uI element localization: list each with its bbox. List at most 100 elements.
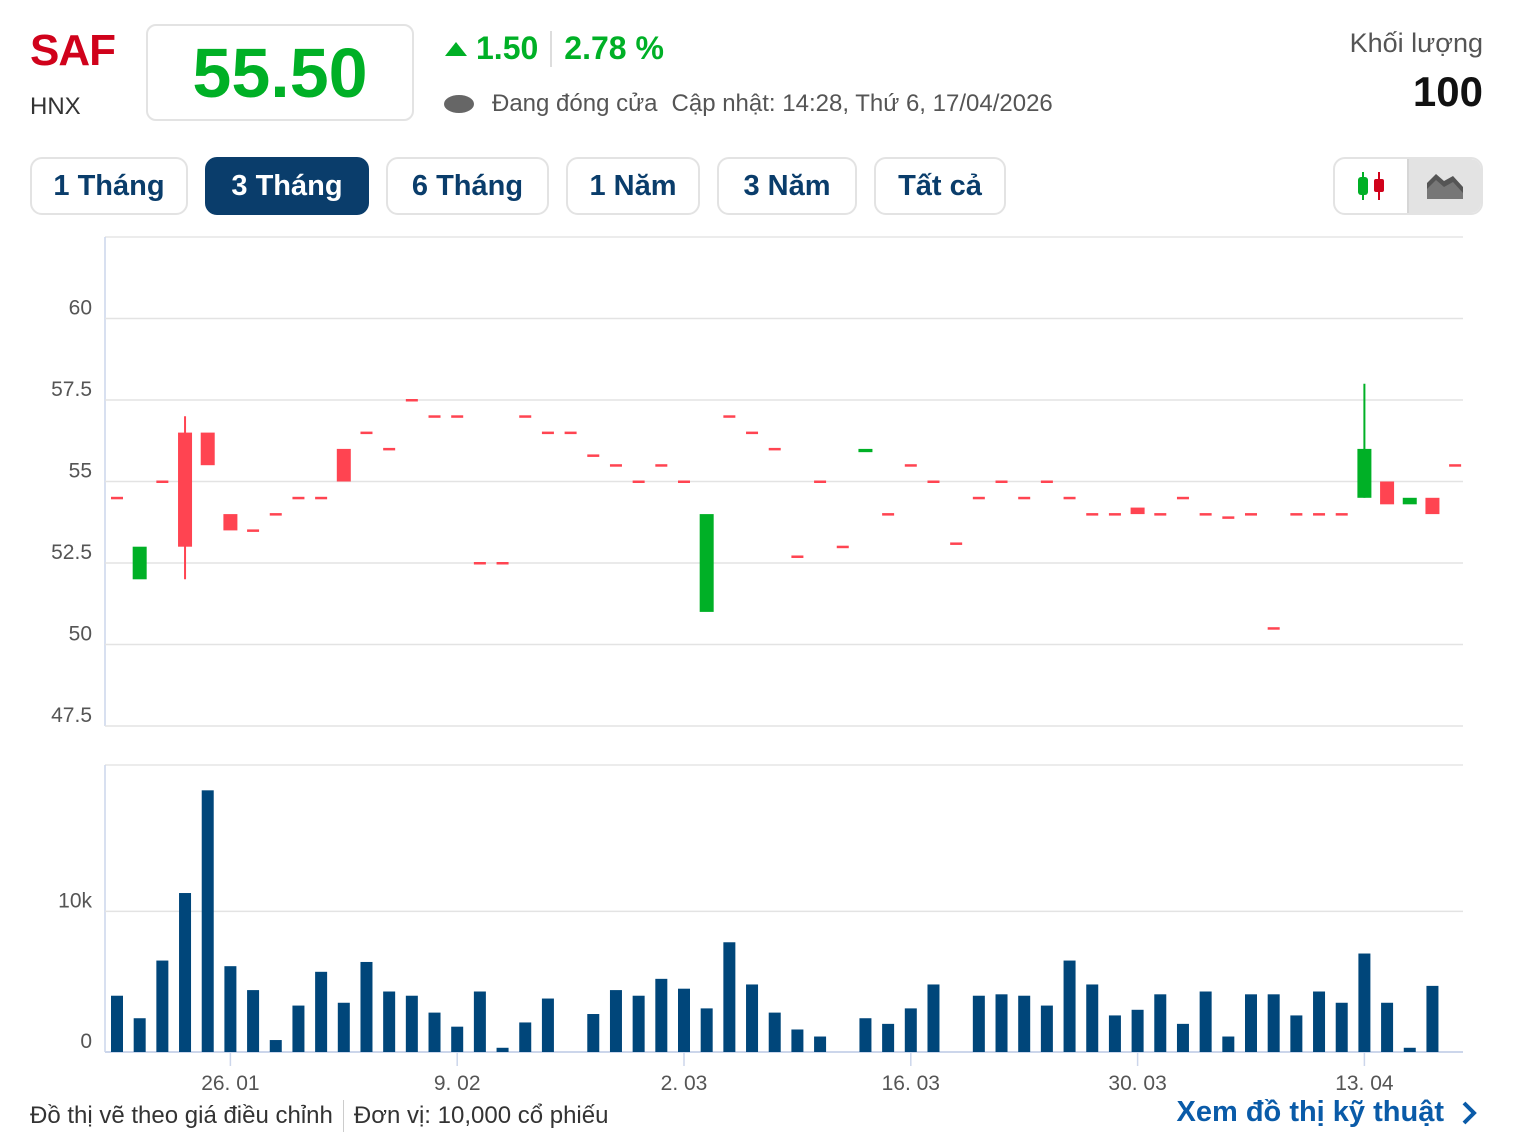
x-tick-label: 2. 03 [661,1072,708,1090]
candle-body [814,480,827,483]
candle [200,432,215,466]
volume-bar [1358,953,1371,1052]
candle [699,514,714,612]
volume-bar [383,991,396,1052]
tab-3-years[interactable]: 3 Năm [717,157,857,215]
candle [336,448,351,482]
candle [564,431,577,435]
candle [995,480,1008,483]
candle-body [632,480,645,483]
area-chart-button[interactable] [1407,159,1481,213]
tab-1-month[interactable]: 1 Tháng [30,157,188,215]
candle-body [1199,513,1212,516]
candle-body [200,432,215,466]
x-tick-label: 26. 01 [201,1072,259,1090]
candle [882,513,895,516]
candle [1018,496,1031,500]
volume-bar [1222,1036,1235,1052]
candle-body [609,464,622,467]
volume-bar [1063,960,1076,1052]
candle-body [111,496,123,500]
volume-label: Khối lượng [1349,28,1483,58]
volume-bar [700,1008,713,1052]
candle [451,415,464,418]
volume-bar [587,1014,600,1052]
volume-bar [746,984,759,1052]
candle [1199,513,1212,516]
volume-bar [156,960,169,1052]
volume-bar [1426,985,1439,1052]
candle [587,454,600,457]
volume-bar [904,1008,917,1052]
tab-1-year[interactable]: 1 Năm [566,157,700,215]
volume-bar [405,995,418,1052]
candle-body [473,562,486,565]
candle [247,529,260,532]
candle [1040,480,1053,483]
candle-body [1357,448,1372,498]
volume-bar [678,988,690,1052]
candle-body [405,399,418,402]
candle [723,415,736,418]
candle [1267,627,1280,630]
exchange-label: HNX [30,93,81,120]
current-price: 55.50 [192,33,368,112]
ticker-symbol: SAF [30,26,116,75]
candle-body [292,496,305,500]
candlestick-button[interactable] [1335,159,1407,213]
tab-3-months[interactable]: 3 Tháng [205,157,369,215]
volume-bar [791,1029,804,1052]
volume-value: 100 [1412,68,1483,115]
candle-body [247,529,260,532]
volume-bar [1245,994,1257,1052]
candle [292,496,305,500]
candle-body [1425,497,1440,515]
candle [768,447,781,451]
candle [428,415,441,418]
candle-body [791,555,804,558]
candle [1449,464,1462,467]
volume-bar [1381,1002,1394,1052]
candle [315,496,328,500]
volume-bar [1267,994,1280,1052]
candle-body [836,545,849,549]
volume-bar [1108,1015,1121,1052]
candle [405,399,418,402]
volume-bar [133,1018,146,1052]
volume-bar [814,1036,827,1052]
candle [1154,513,1167,516]
technical-chart-link[interactable]: Xem đồ thị kỹ thuật [1177,1096,1482,1129]
volume-bar [1176,1023,1189,1052]
candle-body [1335,513,1348,516]
candle [678,480,690,483]
tab-6-months[interactable]: 6 Tháng [386,157,549,215]
candle [858,448,873,453]
candle [609,464,622,467]
volume-bar [632,995,645,1052]
candle [1222,516,1235,519]
tab-all[interactable]: Tất cả [874,157,1006,215]
volume-bar [496,1047,509,1052]
candle-body [587,454,600,457]
candle-body [1267,627,1280,630]
updated-time: Cập nhật: 14:28, Thứ 6, 17/04/2026 [671,90,1053,117]
candle [1402,497,1417,505]
candle-body [1402,497,1417,505]
volume-tick-label: 10k [58,889,92,912]
candle [1380,481,1395,505]
volume-bar [927,984,940,1052]
candle-body [156,480,169,483]
candle-body [1222,516,1235,519]
candle [269,513,282,516]
candle-body [768,447,781,451]
candle [791,555,804,558]
price-box: 55.50 [146,24,414,121]
price-tick-label: 50 [69,623,92,646]
area-chart-icon [1427,174,1463,199]
candle [519,415,532,418]
volume-bar [1154,994,1167,1052]
candle-body [1176,496,1189,500]
candle [132,546,147,580]
candle-body [1449,464,1462,467]
candle-body [746,431,759,435]
